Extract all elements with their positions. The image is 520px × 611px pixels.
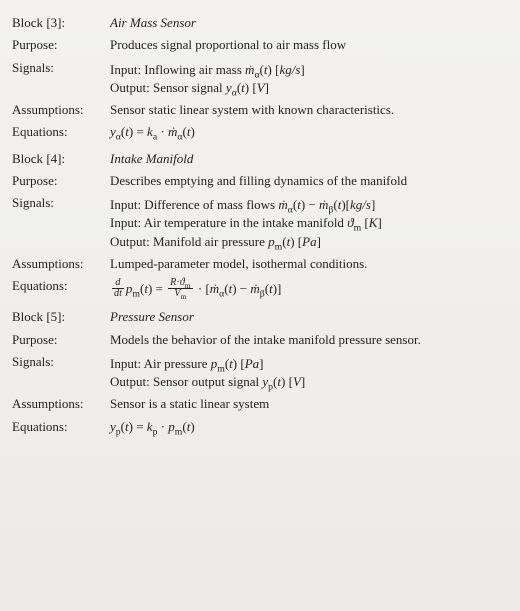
- purpose-label: Purpose:: [12, 37, 110, 53]
- purpose-label: Purpose:: [12, 332, 110, 348]
- signal-line: Input: Air pressure pm(t) [Pa]: [110, 356, 504, 372]
- assumptions-label: Assumptions:: [12, 256, 110, 272]
- signal-line: Output: Sensor signal yα(t) [V]: [110, 80, 504, 96]
- signals-list: Input: Difference of mass flows ṁα(t) − …: [110, 195, 504, 250]
- equation: yp(t) = kp · pm(t): [110, 419, 504, 435]
- block-label: Block [5]:: [12, 309, 110, 325]
- purpose-row: Purpose: Models the behavior of the inta…: [12, 329, 504, 351]
- block-word: Block: [12, 15, 43, 30]
- assumptions-text: Lumped-parameter model, isothermal condi…: [110, 256, 504, 272]
- signal-line: Output: Manifold air pressure pm(t) [Pa]: [110, 234, 504, 250]
- block-title: Air Mass Sensor: [110, 15, 504, 31]
- signal-line: Output: Sensor output signal yp(t) [V]: [110, 374, 504, 390]
- purpose-text: Describes emptying and filling dynamics …: [110, 173, 504, 189]
- signals-label: Signals:: [12, 354, 110, 370]
- assumptions-label: Assumptions:: [12, 102, 110, 118]
- page: Block [3]: Air Mass Sensor Purpose: Prod…: [0, 0, 520, 611]
- block-id: [3]:: [46, 15, 65, 30]
- block-title: Intake Manifold: [110, 151, 504, 167]
- assumptions-text: Sensor is a static linear system: [110, 396, 504, 412]
- assumptions-row: Assumptions: Sensor is a static linear s…: [12, 393, 504, 415]
- signals-list: Input: Air pressure pm(t) [Pa] Output: S…: [110, 354, 504, 391]
- equations-label: Equations:: [12, 278, 110, 294]
- block-5: Block [5]: Pressure Sensor Purpose: Mode…: [12, 306, 504, 438]
- equations-row: Equations: yα(t) = ka · ṁα(t): [12, 121, 504, 143]
- block-3: Block [3]: Air Mass Sensor Purpose: Prod…: [12, 12, 504, 144]
- block-label: Block [3]:: [12, 15, 110, 31]
- equations-row: Equations: ddtpm(t) = R·ϑmVm · [ṁα(t) − …: [12, 275, 504, 302]
- block-title: Pressure Sensor: [110, 309, 504, 325]
- assumptions-label: Assumptions:: [12, 396, 110, 412]
- assumptions-row: Assumptions: Sensor static linear system…: [12, 99, 504, 121]
- block-word: Block: [12, 309, 43, 324]
- block-4: Block [4]: Intake Manifold Purpose: Desc…: [12, 148, 504, 303]
- signals-row: Signals: Input: Air pressure pm(t) [Pa] …: [12, 351, 504, 394]
- equation: ddtpm(t) = R·ϑmVm · [ṁα(t) − ṁβ(t)]: [110, 278, 504, 299]
- block-id: [5]:: [46, 309, 65, 324]
- block-label: Block [4]:: [12, 151, 110, 167]
- assumptions-text: Sensor static linear system with known c…: [110, 102, 504, 118]
- signals-row: Signals: Input: Inflowing air mass ṁα(t)…: [12, 57, 504, 100]
- block-title-row: Block [3]: Air Mass Sensor: [12, 12, 504, 34]
- purpose-row: Purpose: Produces signal proportional to…: [12, 34, 504, 56]
- equations-label: Equations:: [12, 419, 110, 435]
- signals-row: Signals: Input: Difference of mass flows…: [12, 192, 504, 253]
- equation: yα(t) = ka · ṁα(t): [110, 124, 504, 140]
- equations-label: Equations:: [12, 124, 110, 140]
- assumptions-row: Assumptions: Lumped-parameter model, iso…: [12, 253, 504, 275]
- signal-line: Input: Inflowing air mass ṁα(t) [kg/s]: [110, 62, 504, 78]
- equations-row: Equations: yp(t) = kp · pm(t): [12, 416, 504, 438]
- block-title-row: Block [4]: Intake Manifold: [12, 148, 504, 170]
- signal-line: Input: Air temperature in the intake man…: [110, 215, 504, 231]
- purpose-label: Purpose:: [12, 173, 110, 189]
- signals-label: Signals:: [12, 195, 110, 211]
- purpose-row: Purpose: Describes emptying and filling …: [12, 170, 504, 192]
- block-id: [4]:: [46, 151, 65, 166]
- block-word: Block: [12, 151, 43, 166]
- block-title-row: Block [5]: Pressure Sensor: [12, 306, 504, 328]
- signal-line: Input: Difference of mass flows ṁα(t) − …: [110, 197, 504, 213]
- signals-list: Input: Inflowing air mass ṁα(t) [kg/s] O…: [110, 60, 504, 97]
- purpose-text: Produces signal proportional to air mass…: [110, 37, 504, 53]
- purpose-text: Models the behavior of the intake manifo…: [110, 332, 504, 348]
- signals-label: Signals:: [12, 60, 110, 76]
